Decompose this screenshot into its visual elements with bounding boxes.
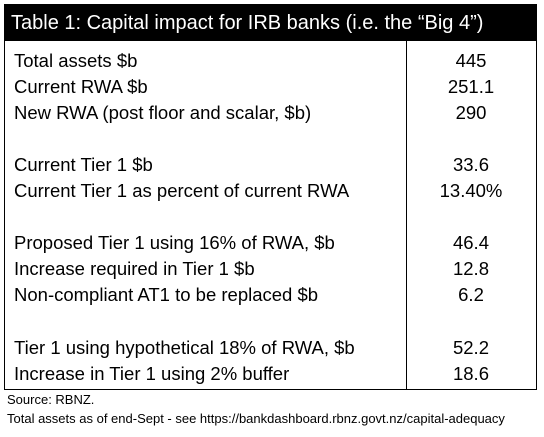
table-row-tier1-percent: Current Tier 1 as percent of current RWA… xyxy=(5,178,536,204)
column-divider xyxy=(406,41,407,389)
table-body: Total assets $b 445 Current RWA $b 251.1… xyxy=(5,41,536,389)
row-label: Increase required in Tier 1 $b xyxy=(14,258,255,279)
row-label: Current RWA $b xyxy=(14,76,148,97)
table-row-current-rwa: Current RWA $b 251.1 xyxy=(5,74,536,100)
row-value: 13.40% xyxy=(439,180,503,201)
row-value: 33.6 xyxy=(452,154,489,175)
row-value: 12.8 xyxy=(452,258,489,279)
row-value: 290 xyxy=(455,102,487,123)
row-value: 6.2 xyxy=(458,284,484,305)
source-note: Source: RBNZ. xyxy=(7,392,95,407)
row-label: Increase in Tier 1 using 2% buffer xyxy=(14,363,290,384)
table-row-total-assets: Total assets $b 445 xyxy=(5,48,536,74)
row-label: New RWA (post floor and scalar, $b) xyxy=(14,102,312,123)
row-value: 46.4 xyxy=(452,232,489,253)
row-label: Proposed Tier 1 using 16% of RWA, $b xyxy=(14,232,335,253)
row-value: 52.2 xyxy=(452,337,489,358)
row-value: 445 xyxy=(455,50,487,71)
table-row-increase-required: Increase required in Tier 1 $b 12.8 xyxy=(5,256,536,282)
row-label: Total assets $b xyxy=(14,50,138,71)
capital-impact-table: Table 1: Capital impact for IRB banks (i… xyxy=(4,4,537,390)
row-label: Tier 1 using hypothetical 18% of RWA, $b xyxy=(14,337,355,358)
table-row-buffer-increase: Increase in Tier 1 using 2% buffer 18.6 xyxy=(5,361,536,387)
footnote: Total assets as of end-Sept - see https:… xyxy=(7,411,505,426)
table-row-proposed-tier1: Proposed Tier 1 using 16% of RWA, $b 46.… xyxy=(5,230,536,256)
table-row-non-compliant-at1: Non-compliant AT1 to be replaced $b 6.2 xyxy=(5,282,536,308)
row-label: Non-compliant AT1 to be replaced $b xyxy=(14,284,319,305)
row-value: 251.1 xyxy=(447,76,495,97)
table-row-new-rwa: New RWA (post floor and scalar, $b) 290 xyxy=(5,100,536,126)
table-row-hypothetical-tier1: Tier 1 using hypothetical 18% of RWA, $b… xyxy=(5,335,536,361)
row-label: Current Tier 1 $b xyxy=(14,154,153,175)
table-row-current-tier1: Current Tier 1 $b 33.6 xyxy=(5,152,536,178)
table-title: Table 1: Capital impact for IRB banks (i… xyxy=(5,5,536,41)
row-value: 18.6 xyxy=(452,363,489,384)
row-label: Current Tier 1 as percent of current RWA xyxy=(14,180,350,201)
